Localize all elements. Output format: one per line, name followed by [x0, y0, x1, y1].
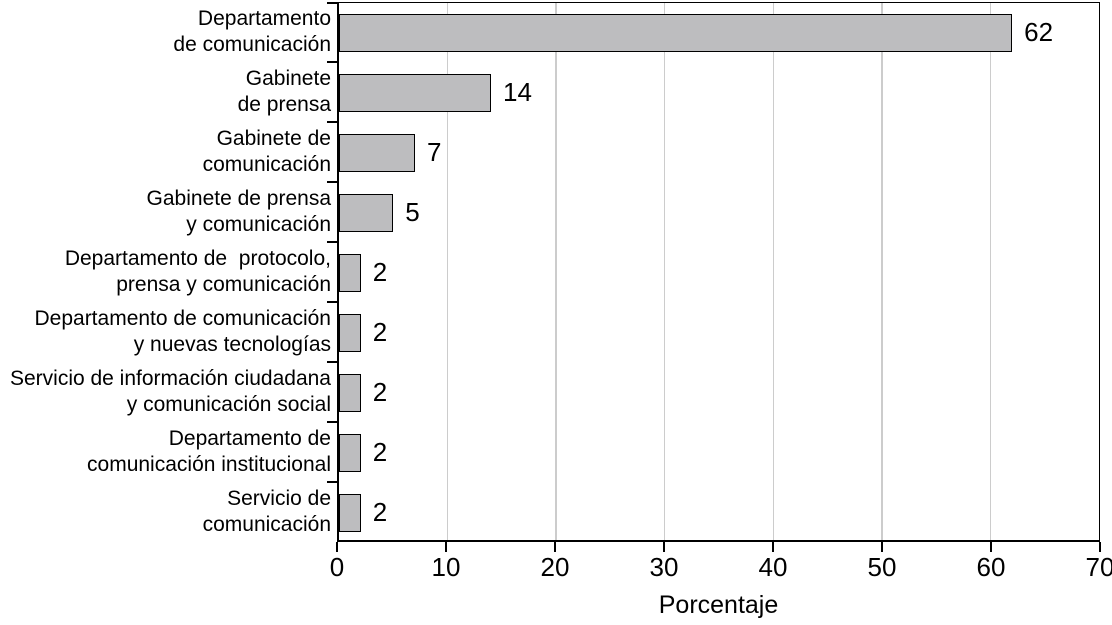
x-axis-tick-label: 40	[758, 552, 788, 582]
gridline-20	[555, 3, 557, 540]
x-axis-tick-label: 10	[431, 552, 461, 582]
x-axis-tick	[445, 542, 447, 552]
x-axis-tick-label: 30	[649, 552, 679, 582]
category-label: Departamento de protocolo, prensa y comu…	[64, 247, 331, 296]
category-label: Servicio de información ciudadana y comu…	[9, 367, 331, 416]
gridline-60	[989, 3, 992, 540]
x-axis-tick	[772, 542, 774, 552]
y-axis-tick	[327, 181, 337, 183]
bar-value-label: 2	[372, 316, 388, 347]
bar-row: 2	[339, 483, 1099, 543]
bar-row: 2	[339, 243, 1099, 303]
bar	[339, 254, 361, 292]
y-axis-tick	[327, 361, 337, 363]
bar-row: 62	[339, 3, 1099, 63]
bar	[339, 134, 415, 172]
bar-row: 14	[339, 63, 1099, 123]
bar	[339, 314, 361, 352]
bar-value-label: 2	[372, 376, 388, 407]
y-axis-tick	[327, 61, 337, 63]
y-axis-category-labels: Departamento de comunicación Gabinete de …	[0, 2, 331, 542]
gridline-10	[446, 3, 449, 540]
y-axis-tick	[327, 481, 337, 483]
bar-row: 2	[339, 363, 1099, 423]
bar-row: 2	[339, 423, 1099, 483]
x-axis-tick-label: 0	[329, 552, 345, 582]
x-axis-tick-label: 20	[540, 552, 570, 582]
x-axis-tick-label: 50	[867, 552, 897, 582]
bar-row: 2	[339, 303, 1099, 363]
x-axis-tick	[336, 542, 338, 552]
x-axis-title: Porcentaje	[658, 591, 779, 619]
x-axis-tick	[990, 542, 992, 552]
y-axis-tick	[327, 121, 337, 123]
gridline-30	[663, 3, 666, 540]
category-label: Gabinete de comunicación	[202, 127, 331, 176]
bar-value-label: 7	[427, 136, 442, 167]
bar	[339, 434, 361, 472]
x-axis-tick-label: 70	[1085, 552, 1112, 582]
bar-value-label: 2	[372, 436, 388, 467]
bar-row: 7	[339, 123, 1099, 183]
x-axis-tick	[881, 542, 883, 552]
gridline-40	[772, 3, 775, 540]
y-axis-tick	[327, 241, 337, 243]
plot-area: 62 14 7 5 2 2 2 2 2	[337, 2, 1100, 542]
category-label: Gabinete de prensa	[237, 67, 331, 116]
x-axis-tick-label: 60	[976, 552, 1006, 582]
category-label: Departamento de comunicación y nuevas te…	[34, 307, 331, 356]
category-label: Departamento de comunicación institucion…	[87, 427, 331, 476]
bar-value-label: 5	[405, 196, 420, 227]
y-axis-tick	[327, 421, 337, 423]
y-axis-tick	[327, 2, 337, 4]
bar-row: 5	[339, 183, 1099, 243]
bar	[339, 374, 361, 412]
bar	[339, 494, 361, 532]
gridline-50	[881, 3, 883, 540]
x-axis-tick	[554, 542, 556, 552]
category-label: Servicio de comunicación	[202, 487, 331, 536]
bar-value-label: 2	[372, 256, 388, 287]
bar-value-label: 62	[1024, 16, 1054, 47]
bar-value-label: 2	[372, 496, 388, 527]
bar-value-label: 14	[503, 76, 532, 107]
y-axis-tick	[327, 301, 337, 303]
bar	[339, 194, 394, 232]
x-axis-tick	[663, 542, 665, 552]
bar	[339, 74, 491, 112]
category-label: Gabinete de prensa y comunicación	[146, 187, 331, 236]
x-axis-tick	[1099, 542, 1101, 552]
bar	[339, 14, 1013, 52]
category-label: Departamento de comunicación	[173, 7, 331, 56]
